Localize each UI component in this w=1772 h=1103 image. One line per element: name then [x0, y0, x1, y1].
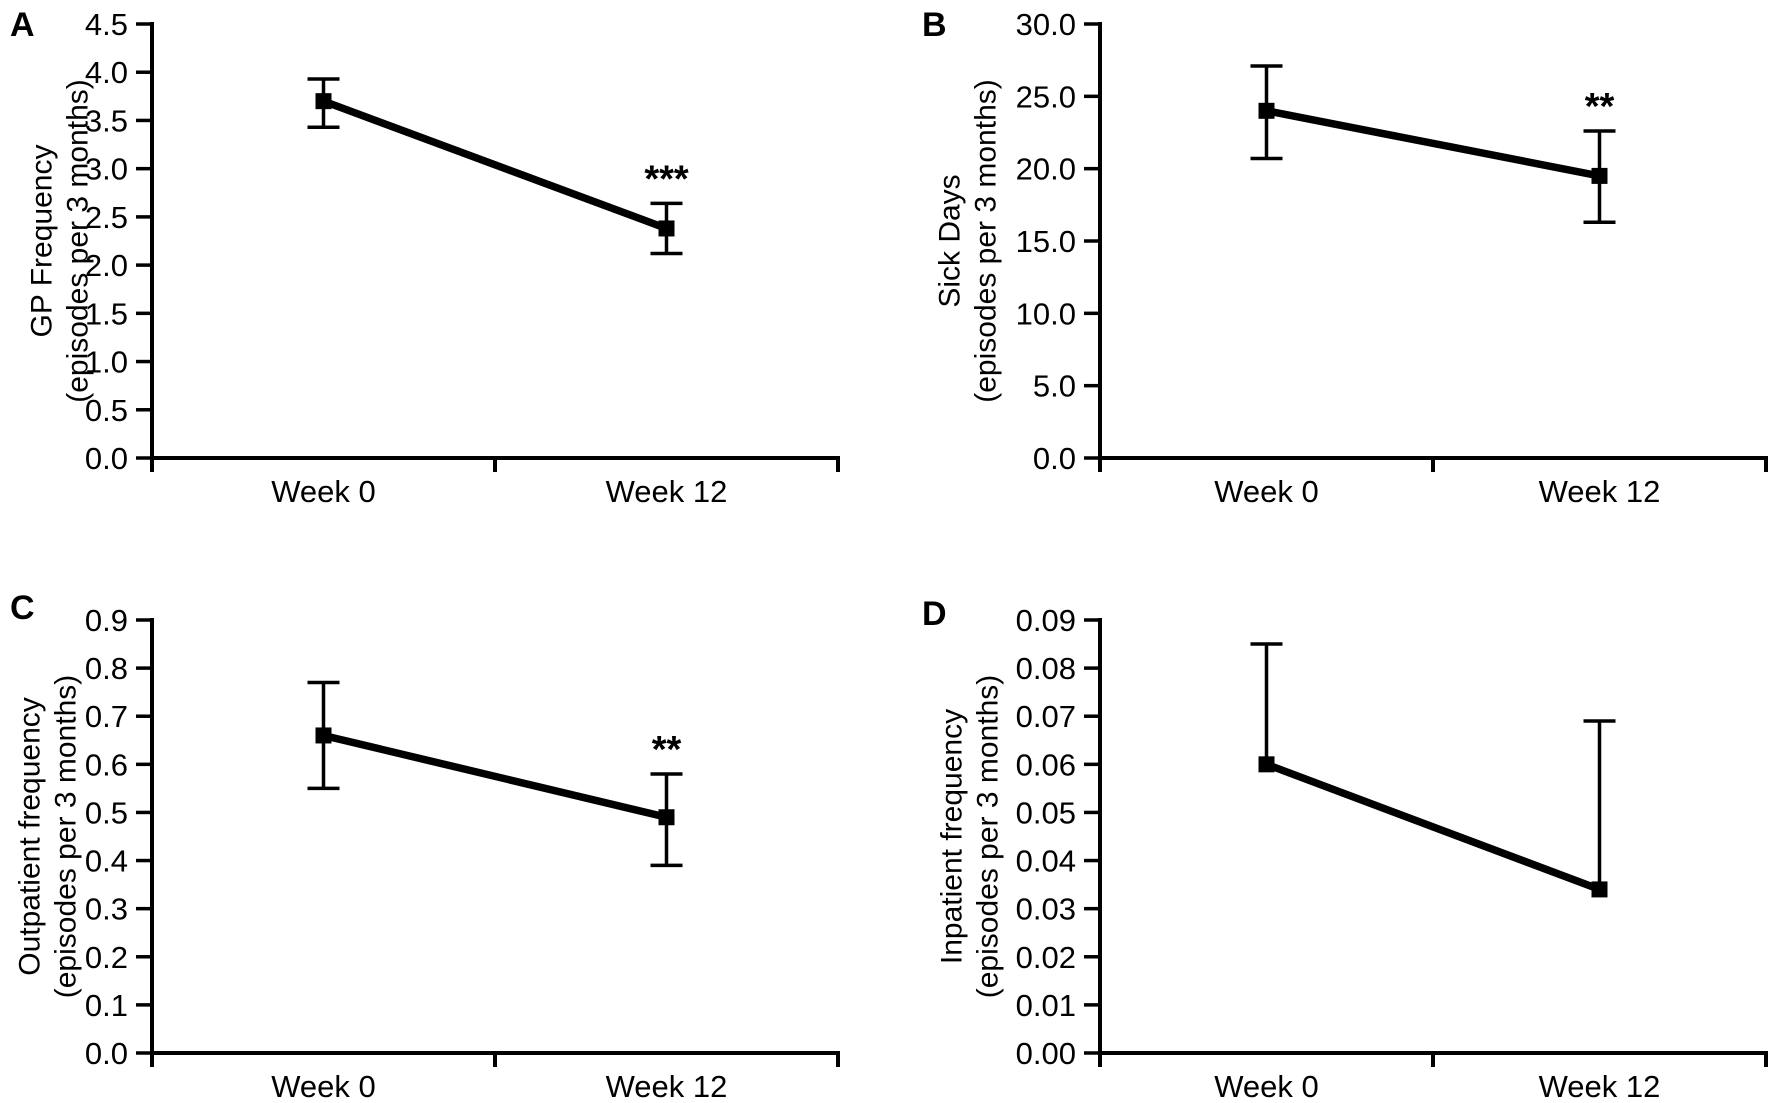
panel-label-d: D: [922, 595, 947, 633]
y-tick-label: 0.0: [1033, 441, 1076, 476]
series-line: [322, 97, 668, 232]
y-tick-label: 10.0: [1016, 296, 1076, 331]
y-tick-label: 2.5: [85, 200, 128, 235]
y-tick-label: 0.07: [1016, 699, 1076, 734]
data-point-marker: [1258, 756, 1275, 773]
y-tick-label: 30.0: [1016, 7, 1076, 42]
y-tick-label: 0.05: [1016, 795, 1076, 830]
panel-d: D 0.00 0.01 0.02 0.03 0.04 0.05 0.06 0.07 0.08 0.…: [886, 551, 1772, 1103]
data-point-marker: [1258, 102, 1275, 119]
x-category-label: Week 0: [1214, 1069, 1319, 1103]
data-point-marker: [1591, 167, 1608, 184]
data-point-marker: [315, 93, 332, 110]
outpatient-frequency-chart: 0.0 0.1 0.2 0.3 0.4 0.5 0.6 0.7 0.8 0.9 Week 0 Week…: [14, 603, 840, 1103]
y-tick-label: 1.0: [85, 345, 128, 380]
y-axis-title-line1: GP Frequency: [26, 145, 59, 338]
y-tick-label: 0.7: [85, 699, 128, 734]
panel-c: C 0.0 0.1 0.2 0.3 0.4 0.5 0.6 0.7 0.8 0.9 Week 0 We…: [0, 551, 886, 1103]
y-tick-label: 3.5: [85, 103, 128, 138]
y-axis-title-line2: (episodes per 3 months): [62, 79, 95, 403]
data-point-marker: [658, 220, 675, 237]
x-category-label: Week 0: [271, 1069, 376, 1103]
y-tick-label: 0.4: [85, 844, 128, 879]
y-tick-label: 0.3: [85, 892, 128, 927]
panel-a: A 0.0 0.5 1.0 1.5 2.0 2.5 3.0 3.5 4.0 4.5 Week 0 We…: [0, 0, 886, 551]
x-category-label: Week 12: [1539, 474, 1661, 509]
y-tick-label: 4.0: [85, 55, 128, 90]
y-tick-label: 0.1: [85, 988, 128, 1023]
x-category-label: Week 12: [606, 1069, 728, 1103]
x-category-label: Week 12: [1539, 1069, 1661, 1103]
data-point-marker: [1591, 881, 1608, 898]
y-tick-label: 3.0: [85, 152, 128, 187]
y-tick-label: 0.0: [85, 441, 128, 476]
significance-stars: **: [652, 729, 682, 771]
y-tick-label: 0.04: [1016, 844, 1076, 879]
series-line: [1265, 760, 1601, 893]
y-tick-label: 0.08: [1016, 651, 1076, 686]
y-axis-title-line1: Inpatient frequency: [936, 709, 969, 964]
y-axis-title-line1: Outpatient frequency: [14, 697, 47, 976]
data-point-marker: [658, 809, 675, 826]
y-tick-label: 0.8: [85, 651, 128, 686]
y-tick-label: 0.01: [1016, 988, 1076, 1023]
y-tick-label: 4.5: [85, 7, 128, 42]
y-tick-label: 0.0: [85, 1036, 128, 1071]
series-line: [322, 731, 668, 821]
y-axis-title-line2: (episodes per 3 months): [970, 79, 1003, 403]
y-tick-label: 0.06: [1016, 747, 1076, 782]
x-category-label: Week 12: [606, 474, 728, 509]
y-tick-label: 25.0: [1016, 79, 1076, 114]
x-category-label: Week 0: [271, 474, 376, 509]
y-tick-label: 0.03: [1016, 892, 1076, 927]
y-tick-label: 0.09: [1016, 603, 1076, 638]
gp-frequency-chart: 0.0 0.5 1.0 1.5 2.0 2.5 3.0 3.5 4.0 4.5 Week 0 Week…: [26, 7, 840, 509]
y-axis-title-line2: (episodes per 3 months): [972, 675, 1005, 999]
y-tick-label: 20.0: [1016, 152, 1076, 187]
inpatient-frequency-chart: 0.00 0.01 0.02 0.03 0.04 0.05 0.06 0.07 0.08 0.09…: [936, 603, 1768, 1103]
panel-label-c: C: [10, 589, 35, 627]
y-tick-label: 5.0: [1033, 369, 1076, 404]
series-line: [1265, 107, 1601, 180]
y-tick-label: 0.02: [1016, 940, 1076, 975]
y-tick-label: 0.00: [1016, 1036, 1076, 1071]
x-category-label: Week 0: [1214, 474, 1319, 509]
y-tick-label: 0.5: [85, 795, 128, 830]
y-tick-label: 0.6: [85, 747, 128, 782]
significance-stars: **: [1585, 86, 1615, 128]
data-point-marker: [315, 727, 332, 744]
y-tick-label: 1.5: [85, 296, 128, 331]
sick-days-chart: 0.0 5.0 10.0 15.0 20.0 25.0 30.0 Week 0 Week 12 S…: [934, 7, 1768, 509]
y-axis-title-line2: (episodes per 3 months): [50, 675, 83, 999]
panel-label-b: B: [922, 6, 947, 44]
significance-stars: ***: [644, 158, 689, 200]
panel-label-a: A: [10, 6, 35, 44]
panel-b: B 0.0 5.0 10.0 15.0 20.0 25.0 30.0 Week 0 Week 1…: [886, 0, 1772, 551]
y-axis-title-line1: Sick Days: [934, 174, 967, 307]
y-tick-label: 2.0: [85, 248, 128, 283]
y-tick-label: 0.5: [85, 393, 128, 428]
y-tick-label: 0.2: [85, 940, 128, 975]
y-tick-label: 15.0: [1016, 224, 1076, 259]
y-tick-label: 0.9: [85, 603, 128, 638]
